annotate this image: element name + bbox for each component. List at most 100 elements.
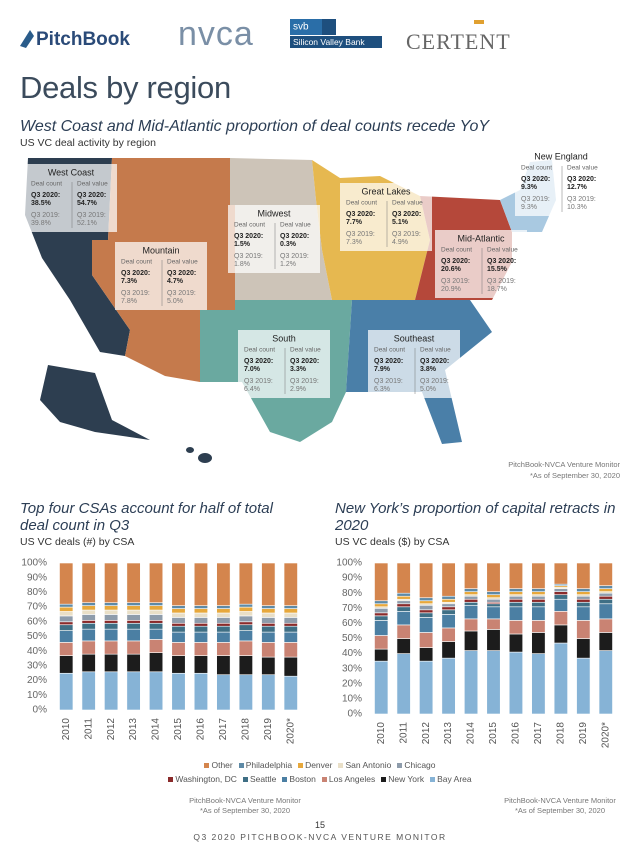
bar-segment xyxy=(553,562,568,585)
legend-item: Boston xyxy=(282,774,316,784)
prior-value: 10.3% xyxy=(567,204,587,211)
period-label: Q3 2020: xyxy=(420,358,449,365)
bar-segment xyxy=(238,606,253,612)
bar-segment xyxy=(283,617,298,624)
bar-segment xyxy=(598,585,613,589)
x-tick-label: 2019 xyxy=(263,718,274,741)
x-tick-label: 2020* xyxy=(285,718,296,744)
y-tick-label: 30% xyxy=(27,661,47,672)
bar-segment xyxy=(553,591,568,596)
bar-segment xyxy=(171,617,186,624)
svb-name: Silicon Valley Bank xyxy=(293,37,365,47)
region-name: South xyxy=(272,333,296,343)
prior-value: 6.4% xyxy=(244,386,260,393)
bar-segment xyxy=(283,612,298,618)
legend-label: Chicago xyxy=(404,760,436,770)
current-value: 7.7% xyxy=(346,219,363,226)
y-tick-label: 60% xyxy=(342,618,362,629)
bar-segment xyxy=(126,622,141,630)
bar-segment xyxy=(374,615,389,621)
bar-segment xyxy=(283,562,298,606)
column-label: Deal count xyxy=(244,347,275,354)
x-tick-label: 2011 xyxy=(83,718,94,740)
legend-item: Seattle xyxy=(242,774,276,784)
bar-segment xyxy=(81,609,96,615)
bar-segment xyxy=(104,609,119,615)
y-tick-label: 80% xyxy=(27,587,47,598)
bar-segment xyxy=(149,622,164,630)
column-label: Deal count xyxy=(31,181,62,188)
period-label: Q3 2020: xyxy=(374,358,403,365)
period-label: Q3 2019: xyxy=(487,278,516,285)
period-label: Q3 2020: xyxy=(77,192,106,199)
bar-segment xyxy=(171,631,186,643)
bar-segment xyxy=(216,608,231,614)
bar-segment xyxy=(59,615,74,623)
period-label: Q3 2019: xyxy=(346,231,375,238)
bar-segment xyxy=(531,601,546,608)
bar-segment xyxy=(149,602,164,606)
bar-segment xyxy=(508,595,523,600)
column-label: Deal value xyxy=(420,347,451,354)
bar-segment xyxy=(193,622,208,627)
legend-swatch xyxy=(381,777,387,783)
y-tick-label: 100% xyxy=(336,558,362,569)
y-tick-label: 100% xyxy=(21,558,47,569)
current-value: 7.9% xyxy=(374,366,391,373)
period-label: Q3 2019: xyxy=(441,278,470,285)
bar-segment xyxy=(419,597,434,602)
column-label: Deal value xyxy=(392,200,423,207)
x-tick-label: 2010 xyxy=(61,718,72,741)
current-value: 15.5% xyxy=(487,266,508,273)
y-tick-label: 90% xyxy=(27,572,47,583)
bar-segment xyxy=(419,617,434,633)
period-label: Q3 2020: xyxy=(392,211,421,218)
x-tick-label: 2014 xyxy=(466,722,477,745)
legend-label: San Antonio xyxy=(345,760,392,770)
bar-segment xyxy=(149,671,164,711)
x-tick-label: 2015 xyxy=(488,722,499,745)
note-text: *As of September 30, 2020 xyxy=(514,806,606,815)
bar-segment xyxy=(531,562,546,589)
bar-segment xyxy=(261,562,276,606)
bar-segment xyxy=(464,601,479,606)
bar-segment xyxy=(598,618,613,633)
bar-segment xyxy=(374,648,389,662)
bar-segment xyxy=(486,591,501,596)
legend-swatch xyxy=(282,777,288,783)
period-label: Q3 2020: xyxy=(441,258,470,265)
bar-segment xyxy=(576,591,591,596)
bar-segment xyxy=(396,603,411,608)
prior-value: 1.8% xyxy=(234,261,250,268)
current-value: 0.3% xyxy=(280,241,297,248)
column-label: Deal count xyxy=(121,259,152,266)
bar-segment xyxy=(374,660,389,715)
bar-segment xyxy=(59,642,74,656)
bar-segment xyxy=(508,588,523,592)
bar-segment xyxy=(193,672,208,711)
bar-segment xyxy=(553,642,568,715)
bar-segment xyxy=(396,624,411,639)
bar-segment xyxy=(374,600,389,605)
bar-segment xyxy=(149,620,164,624)
prior-value: 5.0% xyxy=(420,386,436,393)
bar-segment xyxy=(238,562,253,605)
bar-segment xyxy=(441,603,456,608)
y-tick-label: 70% xyxy=(27,602,47,613)
bar-segment xyxy=(419,609,434,614)
y-tick-label: 70% xyxy=(342,603,362,614)
legend-label: Philadelphia xyxy=(245,760,293,770)
y-tick-label: 20% xyxy=(27,675,47,686)
svb-chevron xyxy=(322,19,336,35)
bar-segment xyxy=(508,562,523,589)
legend-swatch xyxy=(338,763,344,769)
y-tick-label: 10% xyxy=(27,690,47,701)
bar-segment xyxy=(531,595,546,600)
bar-segment xyxy=(149,628,164,640)
bar-segment xyxy=(261,612,276,618)
bar-segment xyxy=(238,624,253,631)
bar-segment xyxy=(283,675,298,711)
legend-swatch xyxy=(242,777,248,783)
